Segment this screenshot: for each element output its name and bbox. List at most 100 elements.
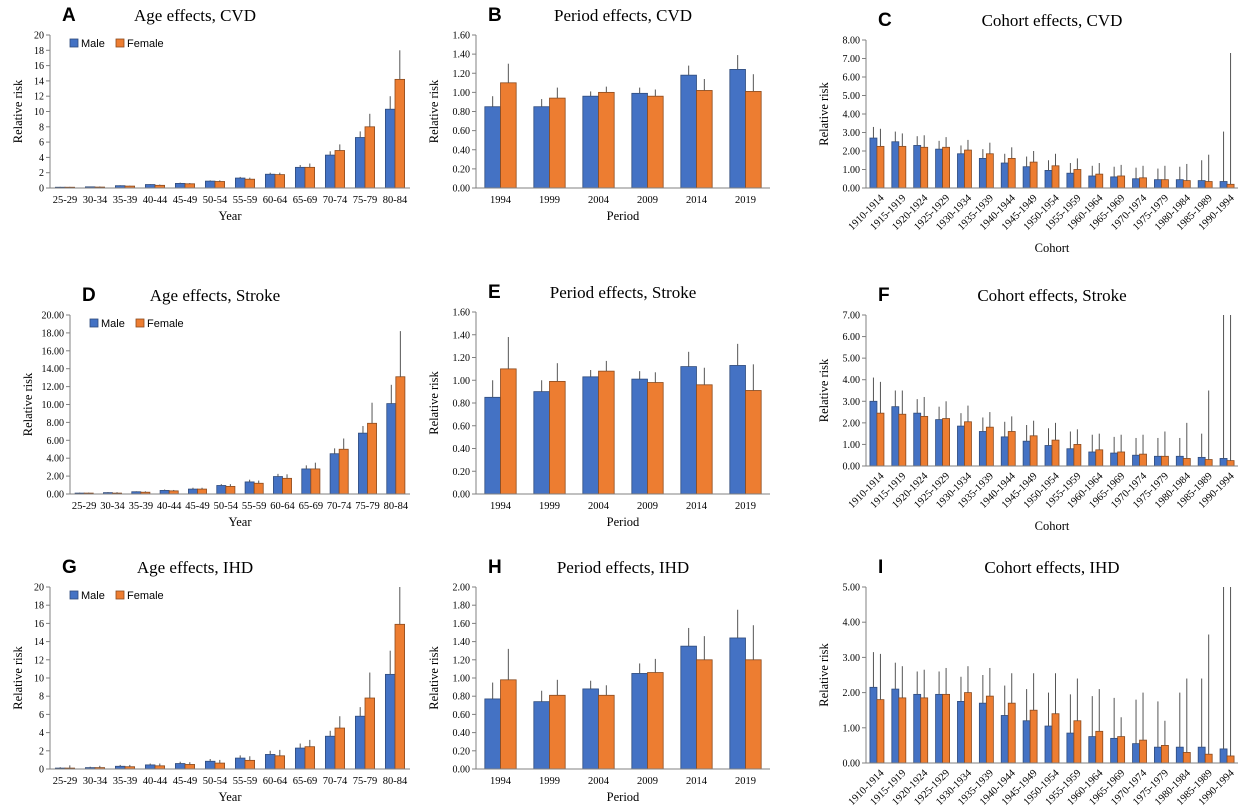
x-axis-label: Period — [607, 515, 640, 529]
bar-male-2019 — [729, 637, 746, 770]
y-tick-label: 1.40 — [453, 50, 471, 61]
chart-d: D Age effects, Stroke 0.00 2.00 4.00 6.00 8.00… — [21, 285, 410, 529]
bar-male-60-64 — [273, 476, 283, 495]
bar-female-45-49 — [197, 488, 207, 495]
bar-male-40-44 — [144, 764, 156, 770]
bar-male-1935-1939 — [978, 431, 987, 467]
bar-female-1935-1939 — [985, 153, 994, 189]
y-axis-label: Relative risk — [11, 79, 25, 143]
y-axis-label: Relative risk — [817, 81, 831, 145]
bar-female-2014 — [696, 90, 713, 189]
panel-letter: B — [488, 5, 502, 26]
bar-female-1930-1934 — [964, 149, 972, 189]
panel-letter: F — [878, 285, 890, 306]
y-tick-label: 1.00 — [453, 88, 471, 99]
y-tick-label: 0.20 — [453, 164, 471, 175]
panel-letter: A — [62, 5, 76, 26]
x-tick-label: 2019 — [735, 501, 756, 512]
y-tick-label: 0.40 — [453, 728, 471, 739]
y-tick-label: 14 — [34, 76, 44, 87]
y-tick-label: 0.80 — [453, 399, 471, 410]
x-tick-label: 60-64 — [263, 776, 288, 787]
y-tick-label: 0.00 — [453, 765, 471, 776]
bar-male-1990-1994 — [1219, 181, 1228, 189]
x-tick-label: 1994 — [490, 195, 512, 206]
bar-male-70-74 — [329, 453, 340, 495]
y-axis-label: Relative risk — [427, 79, 441, 143]
bar-male-1955-1959 — [1066, 448, 1075, 467]
bar-male-1970-1974 — [1132, 743, 1140, 764]
bar-male-45-49 — [188, 488, 198, 495]
bar-female-2009 — [647, 672, 664, 770]
x-tick-label: 35-39 — [129, 501, 154, 512]
y-tick-label: 16.00 — [42, 346, 65, 357]
y-tick-label: 0.00 — [843, 759, 861, 770]
panel-letter: H — [488, 557, 502, 578]
bar-female-60-64 — [274, 755, 286, 770]
bar-male-2004 — [582, 95, 599, 189]
bar-female-1915-1919 — [898, 413, 907, 467]
bar-male-1925-1929 — [935, 419, 943, 467]
y-tick-label: 1.80 — [453, 601, 471, 612]
y-tick-label: 0.40 — [453, 444, 471, 455]
x-tick-label: 50-54 — [203, 195, 228, 206]
chart-title: Age effects, IHD — [137, 558, 253, 577]
bar-male-1970-1974 — [1132, 454, 1140, 467]
bar-male-1940-1944 — [1000, 715, 1009, 764]
bar-male-2009 — [631, 378, 648, 495]
x-axis-label: Cohort — [1035, 519, 1070, 533]
bar-female-2014 — [696, 659, 713, 770]
bar-male-55-59 — [244, 481, 255, 495]
x-tick-label: 30-34 — [83, 195, 108, 206]
bar-male-1910-1914 — [869, 137, 878, 189]
y-tick-label: 5.00 — [843, 583, 861, 594]
bar-male-1985-1989 — [1197, 456, 1206, 467]
y-tick-label: 1.00 — [843, 165, 861, 176]
bar-male-1920-1924 — [913, 412, 922, 467]
x-axis-label: Year — [228, 515, 252, 529]
bar-female-50-54 — [214, 181, 226, 189]
bar-male-70-74 — [324, 735, 336, 770]
bar-male-2009 — [631, 673, 648, 770]
bar-male-1965-1969 — [1110, 452, 1119, 467]
bar-female-1915-1919 — [898, 145, 907, 189]
bar-male-1910-1914 — [869, 686, 878, 764]
y-tick-label: 20.00 — [42, 311, 65, 322]
x-tick-label: 70-74 — [327, 501, 352, 512]
bar-female-1994 — [500, 679, 517, 770]
bar-female-50-54 — [214, 762, 226, 770]
y-tick-label: 1.40 — [453, 330, 471, 341]
x-tick-label: 70-74 — [323, 195, 348, 206]
x-tick-label: 60-64 — [263, 195, 288, 206]
bar-female-60-64 — [274, 174, 286, 189]
bar-male-55-59 — [234, 177, 246, 189]
y-tick-label: 0.80 — [453, 692, 471, 703]
y-axis-label: Relative risk — [817, 642, 831, 706]
bar-male-1980-1984 — [1175, 746, 1184, 764]
y-tick-label: 8.00 — [47, 418, 65, 429]
y-tick-label: 5.00 — [843, 91, 861, 102]
bar-male-1955-1959 — [1066, 172, 1075, 189]
x-tick-label: 65-69 — [299, 501, 324, 512]
bar-female-50-54 — [225, 485, 236, 495]
panel-letter: E — [488, 282, 501, 303]
bar-female-1960-1964 — [1095, 730, 1104, 764]
bar-female-1960-1964 — [1095, 173, 1104, 189]
bar-male-1975-1979 — [1154, 746, 1162, 764]
bar-male-75-79 — [354, 715, 366, 770]
bar-male-2014 — [680, 366, 697, 495]
bar-male-50-54 — [216, 485, 227, 495]
x-tick-label: 80-84 — [383, 776, 408, 787]
bar-female-1999 — [549, 380, 566, 495]
bar-female-45-49 — [184, 764, 196, 770]
y-tick-label: 8.00 — [843, 36, 861, 47]
bar-female-65-69 — [304, 166, 316, 189]
bar-female-2009 — [647, 95, 664, 189]
chart-title: Period effects, IHD — [557, 558, 689, 577]
y-tick-label: 0.00 — [843, 184, 861, 195]
bar-female-70-74 — [334, 150, 346, 189]
bar-male-50-54 — [204, 180, 216, 189]
bar-female-1970-1974 — [1139, 453, 1147, 467]
x-tick-label: 1999 — [539, 501, 560, 512]
y-tick-label: 0.00 — [453, 490, 471, 501]
